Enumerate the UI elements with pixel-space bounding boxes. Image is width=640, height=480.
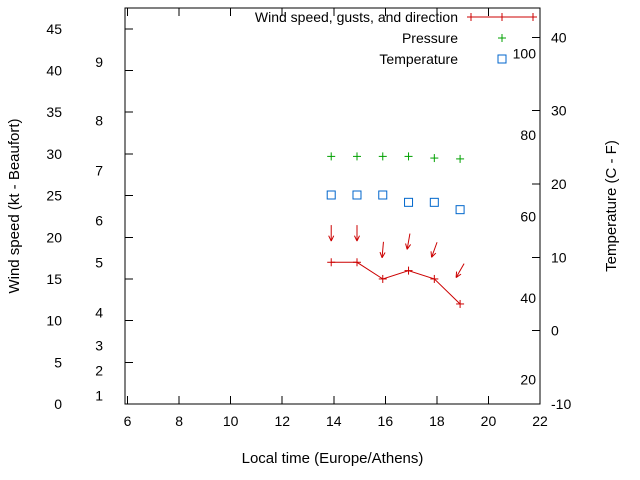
series-temperature: [326, 190, 465, 215]
series-wind-gusts-direction: [328, 225, 465, 278]
legend-label-wind: Wind speed, gusts, and direction: [255, 9, 458, 25]
x-tick-label: 14: [326, 413, 342, 429]
legend-label-pressure: Pressure: [402, 30, 458, 46]
knots-tick-label: 30: [46, 146, 62, 162]
knots-tick-label: 0: [54, 396, 62, 412]
celsius-tick-label: 40: [551, 29, 567, 45]
legend-entry-pressure: Pressure: [402, 30, 458, 46]
x-tick-label: 6: [124, 413, 132, 429]
series-pressure: [327, 152, 465, 163]
legend-marker-wind-icon: [467, 13, 537, 21]
knots-tick-label: 25: [46, 188, 62, 204]
celsius-tick-label: 0: [551, 323, 559, 339]
legend: Wind speed, gusts, and direction Pressure…: [255, 9, 537, 67]
celsius-tick-label: 10: [551, 249, 567, 265]
knots-tick-label: 5: [54, 354, 62, 370]
legend-marker-pressure-icon: [498, 34, 506, 42]
knots-tick-label: 10: [46, 313, 62, 329]
x-tick-label: 12: [274, 413, 290, 429]
legend-entry-temperature: Temperature: [379, 51, 458, 67]
beaufort-scale-label: 9: [95, 54, 103, 70]
beaufort-scale-label: 2: [95, 363, 103, 379]
axes: [124, 7, 541, 405]
legend-marker-temperature-icon: [497, 54, 507, 64]
celsius-tick-label: -10: [551, 396, 571, 412]
left-y-axis-title: Wind speed (kt - Beaufort): [6, 118, 23, 294]
x-tick-label: 10: [223, 413, 239, 429]
fahrenheit-scale-label: 80: [520, 127, 536, 143]
x-axis-title: Local time (Europe/Athens): [241, 450, 424, 467]
legend-label-temperature: Temperature: [379, 51, 458, 67]
x-tick-label: 18: [429, 413, 445, 429]
fahrenheit-scale-label: 60: [520, 209, 536, 225]
beaufort-scale-label: 4: [95, 304, 103, 320]
x-tick-label: 8: [175, 413, 183, 429]
x-tick-label: 22: [532, 413, 548, 429]
beaufort-scale-label: 1: [95, 388, 103, 404]
knots-tick-label: 20: [46, 229, 62, 245]
axis-tick-labels: 6 8 10 12 14 16 18 20 22051015202530354045123456…: [46, 21, 571, 429]
beaufort-scale-label: 5: [95, 254, 103, 270]
beaufort-scale-label: 6: [95, 213, 103, 229]
fahrenheit-scale-label: 100: [513, 46, 537, 62]
knots-tick-label: 15: [46, 271, 62, 287]
x-tick-label: 20: [481, 413, 497, 429]
beaufort-scale-label: 3: [95, 338, 103, 354]
x-tick-label: 16: [378, 413, 394, 429]
knots-tick-label: 45: [46, 21, 62, 37]
right-y-axis-title: Temperature (C - F): [603, 140, 620, 272]
beaufort-scale-label: 7: [95, 163, 103, 179]
knots-tick-label: 40: [46, 63, 62, 79]
series-wind-speed: [327, 258, 465, 308]
fahrenheit-scale-label: 20: [520, 372, 536, 388]
celsius-tick-label: 30: [551, 103, 567, 119]
fahrenheit-scale-label: 40: [520, 290, 536, 306]
celsius-tick-label: 20: [551, 176, 567, 192]
beaufort-scale-label: 8: [95, 113, 103, 129]
legend-entry-wind: Wind speed, gusts, and direction: [255, 9, 458, 25]
knots-tick-label: 35: [46, 104, 62, 120]
